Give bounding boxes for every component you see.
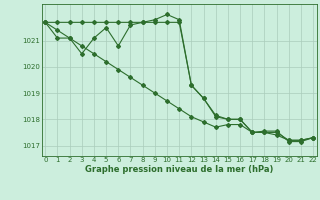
X-axis label: Graphe pression niveau de la mer (hPa): Graphe pression niveau de la mer (hPa) — [85, 165, 273, 174]
